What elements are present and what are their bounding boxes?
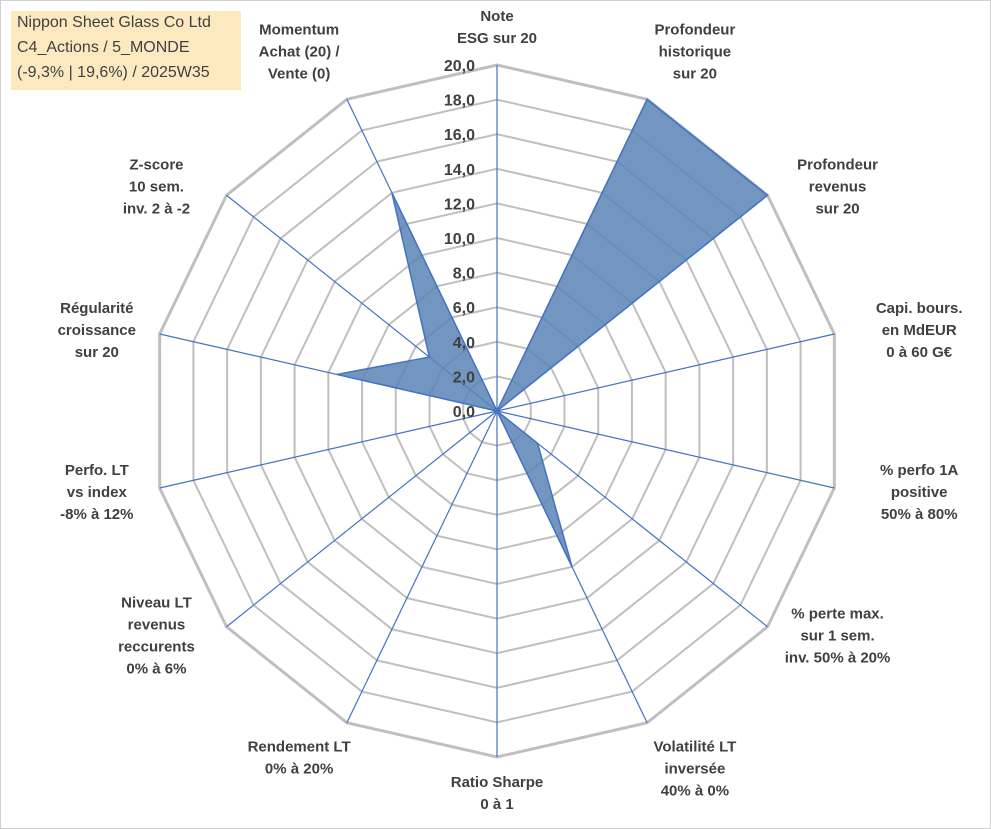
tick-label: 8,0: [453, 266, 475, 283]
axis-label-line: % perfo 1A: [880, 462, 959, 479]
axis-spoke: [496, 410, 768, 628]
axis-label: Rendement LT 0% à 20%: [248, 738, 351, 777]
tick-label: 12,0: [444, 196, 475, 213]
axis-label-line: sur 1 sem.: [800, 627, 874, 644]
axis-label: Capi. bours. en MdEUR 0 à 60 G€: [876, 300, 963, 361]
axis-label-line: 0 à 1: [480, 796, 513, 813]
axis-spoke: [346, 410, 498, 723]
axis-label-line: croissance: [58, 322, 136, 339]
axis-label-line: Niveau LT: [121, 594, 192, 611]
axis-label-line: % perte max.: [791, 605, 884, 622]
axis-label: Régularité croissance sur 20: [58, 300, 136, 361]
axis-label-line: 40% à 0%: [661, 782, 729, 799]
axis-spoke: [159, 410, 498, 489]
tick-label: 18,0: [444, 93, 475, 110]
axis-label: % perte max. sur 1 sem. inv. 50% à 20%: [785, 605, 891, 666]
tick-label: 2,0: [453, 369, 475, 386]
axis-label-line: Volatilité LT: [654, 738, 737, 755]
axis-label-line: Achat (20) /: [259, 44, 341, 61]
tick-label: 0,0: [453, 404, 475, 421]
axis-label-line: sur 20: [75, 344, 119, 361]
axis-label-line: revenus: [809, 179, 867, 196]
axis-label: Ratio Sharpe 0 à 1: [451, 774, 544, 813]
axis-label-line: positive: [891, 484, 948, 501]
axis-label-line: inv. 50% à 20%: [785, 649, 891, 666]
axis-label-line: Z-score: [129, 157, 183, 174]
tick-label: 16,0: [444, 127, 475, 144]
axis-label-line: inv. 2 à -2: [123, 201, 190, 218]
axis-label-line: inversée: [664, 760, 725, 777]
axis-label-line: 0 à 60 G€: [886, 344, 953, 361]
chart-title-line-2: C4_Actions / 5_MONDE: [17, 39, 190, 56]
axis-label: Perfo. LT vs index -8% à 12%: [60, 462, 133, 523]
axis-label-line: Vente (0): [268, 66, 331, 83]
axis-label: Z-score 10 sem. inv. 2 à -2: [123, 157, 190, 218]
tick-label: 4,0: [453, 335, 475, 352]
axis-label-line: historique: [659, 44, 732, 61]
tick-label: 6,0: [453, 300, 475, 317]
tick-label: 20,0: [444, 58, 475, 75]
axis-label-line: 50% à 80%: [881, 506, 958, 523]
axis-label-line: Momentum: [259, 22, 339, 39]
axis-label-line: reccurents: [118, 638, 195, 655]
axis-label-line: 0% à 6%: [126, 660, 186, 677]
axis-label-line: en MdEUR: [882, 322, 957, 339]
axis-label-line: Note: [480, 8, 513, 25]
axis-label-line: Rendement LT: [248, 738, 351, 755]
axis-label-line: -8% à 12%: [60, 506, 133, 523]
tick-label: 10,0: [444, 231, 475, 248]
tick-label: 14,0: [444, 162, 475, 179]
chart-title-line-1: Nippon Sheet Glass Co Ltd: [17, 14, 211, 31]
axis-label: % perfo 1A positive 50% à 80%: [880, 462, 959, 523]
axis-label-line: Perfo. LT: [65, 462, 129, 479]
axis-spoke: [226, 410, 498, 628]
axis-label-line: revenus: [128, 616, 186, 633]
axis-label: Profondeur historique sur 20: [654, 22, 735, 83]
axis-label-line: ESG sur 20: [457, 30, 537, 47]
axis-label: Niveau LT revenus reccurents 0% à 6%: [118, 594, 195, 677]
axis-spoke: [496, 333, 835, 412]
axis-label: Volatilité LT inversée 40% à 0%: [654, 738, 737, 799]
axis-label-line: sur 20: [673, 66, 717, 83]
axis-label-line: Profondeur: [797, 157, 878, 174]
axis-spoke: [496, 410, 835, 489]
axis-label-line: 10 sem.: [129, 179, 184, 196]
axis-label-line: vs index: [67, 484, 128, 501]
axis-label: Profondeur revenus sur 20: [797, 157, 878, 218]
chart-title-box: Nippon Sheet Glass Co Ltd C4_Actions / 5…: [11, 11, 241, 90]
chart-title-line-3: (-9,3% | 19,6%) / 2025W35: [17, 64, 210, 81]
axis-label: Momentum Achat (20) / Vente (0): [259, 22, 341, 83]
axis-label: Note ESG sur 20: [457, 8, 537, 47]
axis-label-line: 0% à 20%: [265, 760, 333, 777]
axis-label-line: Régularité: [60, 300, 133, 317]
axis-label-line: Ratio Sharpe: [451, 774, 544, 791]
axis-label-line: sur 20: [815, 201, 859, 218]
series-area: [336, 98, 769, 568]
axis-label-line: Capi. bours.: [876, 300, 963, 317]
axis-label-line: Profondeur: [654, 22, 735, 39]
